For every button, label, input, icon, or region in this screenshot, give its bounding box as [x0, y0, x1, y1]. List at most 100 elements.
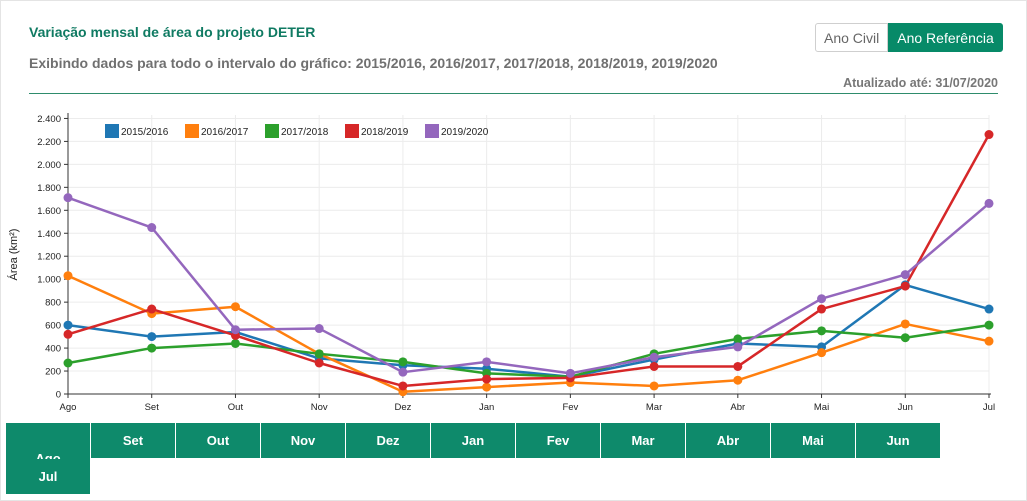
month-button-abr[interactable]: Abr [686, 423, 770, 458]
series-line-2019-2020 [67, 196, 990, 375]
data-point-2018-2019[interactable] [733, 361, 743, 371]
legend-swatch[interactable] [185, 124, 199, 138]
y-tick-label: 200 [45, 367, 61, 378]
data-point-2017-2018[interactable] [900, 333, 910, 343]
legend-swatch[interactable] [425, 124, 439, 138]
data-point-2016-2017[interactable] [230, 302, 240, 312]
y-tick-label: 800 [45, 298, 61, 309]
series-line-2017-2018 [67, 323, 990, 379]
header-divider [29, 93, 998, 94]
month-button-out[interactable]: Out [176, 423, 260, 458]
month-button-jul[interactable]: Jul [6, 459, 90, 494]
legend-swatch[interactable] [105, 124, 119, 138]
legend-label[interactable]: 2017/2018 [281, 127, 329, 138]
y-tick-label: 2.000 [37, 160, 61, 171]
data-point-2019-2020[interactable] [147, 223, 157, 233]
x-tick-label: Mai [814, 402, 829, 413]
series-line-2016-2017 [67, 274, 990, 393]
data-point-2017-2018[interactable] [817, 326, 827, 336]
data-point-2015-2016[interactable] [984, 304, 994, 314]
data-point-2018-2019[interactable] [63, 329, 73, 339]
data-point-2019-2020[interactable] [314, 324, 324, 334]
month-button-jan[interactable]: Jan [431, 423, 515, 458]
data-point-2016-2017[interactable] [817, 348, 827, 358]
data-point-2016-2017[interactable] [984, 336, 994, 346]
data-point-2018-2019[interactable] [649, 361, 659, 371]
data-point-2018-2019[interactable] [984, 130, 994, 140]
data-point-2015-2016[interactable] [63, 320, 73, 330]
data-point-2018-2019[interactable] [147, 304, 157, 314]
data-point-2016-2017[interactable] [482, 382, 492, 392]
data-point-2018-2019[interactable] [482, 374, 492, 384]
y-tick-label: 400 [45, 344, 61, 355]
data-point-2018-2019[interactable] [398, 381, 408, 391]
data-point-2019-2020[interactable] [482, 357, 492, 367]
legend-label[interactable]: 2016/2017 [201, 127, 249, 138]
ano-civil-button[interactable]: Ano Civil [815, 23, 889, 52]
data-point-2019-2020[interactable] [230, 325, 240, 335]
legend-label[interactable]: 2019/2020 [441, 127, 489, 138]
legend-label[interactable]: 2015/2016 [121, 127, 169, 138]
x-tick-label: Abr [730, 402, 745, 413]
data-point-2016-2017[interactable] [649, 381, 659, 391]
month-filter-bar: Ago Set Out Nov Dez Jan Fev Mar Abr Mai Jun Jul [6, 423, 946, 494]
data-point-2019-2020[interactable] [984, 198, 994, 208]
month-button-dez[interactable]: Dez [346, 423, 430, 458]
y-tick-label: 1.600 [37, 206, 61, 217]
y-tick-label: 2.400 [37, 114, 61, 125]
x-tick-label: Jan [479, 402, 494, 413]
x-tick-label: Ago [60, 402, 77, 413]
month-button-set[interactable]: Set [91, 423, 175, 458]
month-button-mar[interactable]: Mar [601, 423, 685, 458]
data-point-2017-2018[interactable] [984, 320, 994, 330]
data-point-2018-2019[interactable] [314, 358, 324, 368]
data-point-2015-2016[interactable] [147, 332, 157, 342]
data-point-2017-2018[interactable] [398, 357, 408, 367]
data-point-2017-2018[interactable] [733, 334, 743, 344]
x-tick-label: Nov [311, 402, 328, 413]
data-point-2018-2019[interactable] [900, 281, 910, 291]
data-point-2019-2020[interactable] [649, 352, 659, 362]
y-tick-label: 2.200 [37, 137, 61, 148]
chart-subtitle: Exibindo dados para todo o intervalo do … [29, 55, 718, 71]
month-button-mai[interactable]: Mai [771, 423, 855, 458]
x-tick-label: Jul [983, 402, 995, 413]
data-point-2019-2020[interactable] [817, 294, 827, 304]
data-point-2019-2020[interactable] [63, 193, 73, 203]
x-tick-label: Fev [562, 402, 578, 413]
y-tick-label: 0 [56, 390, 61, 401]
data-point-2017-2018[interactable] [63, 358, 73, 368]
x-tick-label: Dez [394, 402, 411, 413]
x-tick-label: Jun [898, 402, 913, 413]
month-button-jun[interactable]: Jun [856, 423, 940, 458]
data-point-2019-2020[interactable] [733, 342, 743, 352]
data-point-2018-2019[interactable] [817, 304, 827, 314]
data-point-2016-2017[interactable] [900, 319, 910, 329]
month-button-fev[interactable]: Fev [516, 423, 600, 458]
data-point-2019-2020[interactable] [900, 270, 910, 280]
data-point-2017-2018[interactable] [147, 343, 157, 353]
legend-label[interactable]: 2018/2019 [361, 127, 409, 138]
x-tick-label: Mar [646, 402, 662, 413]
chart-title: Variação mensal de área do projeto DETER [29, 24, 316, 40]
month-button-nov[interactable]: Nov [261, 423, 345, 458]
year-type-toggle: Ano Civil Ano Referência [815, 23, 1003, 52]
data-point-2016-2017[interactable] [733, 375, 743, 385]
data-point-2017-2018[interactable] [230, 338, 240, 348]
y-tick-label: 1.800 [37, 183, 61, 194]
line-chart: 0 200 400 600 800 1.000 1.200 1.400 1.600 1.800 2.… [7, 113, 995, 413]
y-tick-label: 1.200 [37, 252, 61, 263]
legend-swatch[interactable] [345, 124, 359, 138]
x-tick-label: Out [228, 402, 244, 413]
data-point-2019-2020[interactable] [398, 367, 408, 377]
x-tick-label: Set [145, 402, 160, 413]
data-point-2016-2017[interactable] [63, 271, 73, 281]
ano-referencia-button[interactable]: Ano Referência [888, 23, 1003, 52]
legend-swatch[interactable] [265, 124, 279, 138]
y-tick-label: 1.400 [37, 229, 61, 240]
y-tick-label: 1.000 [37, 275, 61, 286]
data-point-2019-2020[interactable] [565, 368, 575, 378]
series-line-2015-2016 [67, 283, 990, 379]
data-point-2017-2018[interactable] [314, 349, 324, 359]
